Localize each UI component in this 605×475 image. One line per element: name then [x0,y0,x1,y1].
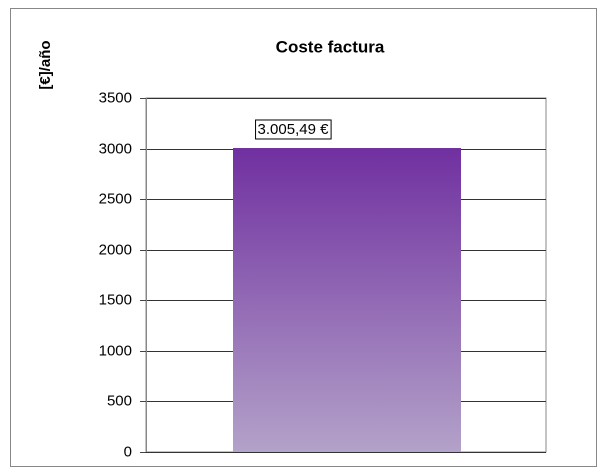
y-tick-label: 500 [107,392,132,409]
y-tick-label: 2000 [99,241,132,258]
bar [233,148,461,452]
y-tick-label: 1500 [99,291,132,308]
data-label-box [255,119,332,140]
chart-title: Coste factura [276,37,385,56]
y-tick-label: 3500 [99,89,132,106]
y-tick-label: 0 [124,443,132,460]
y-tick-label: 1000 [99,342,132,359]
y-tick-label: 2500 [99,190,132,207]
y-axis-label: [€]/año [37,40,54,89]
data-label: 3.005,49 € [258,121,330,138]
y-tick-label: 3000 [99,140,132,157]
